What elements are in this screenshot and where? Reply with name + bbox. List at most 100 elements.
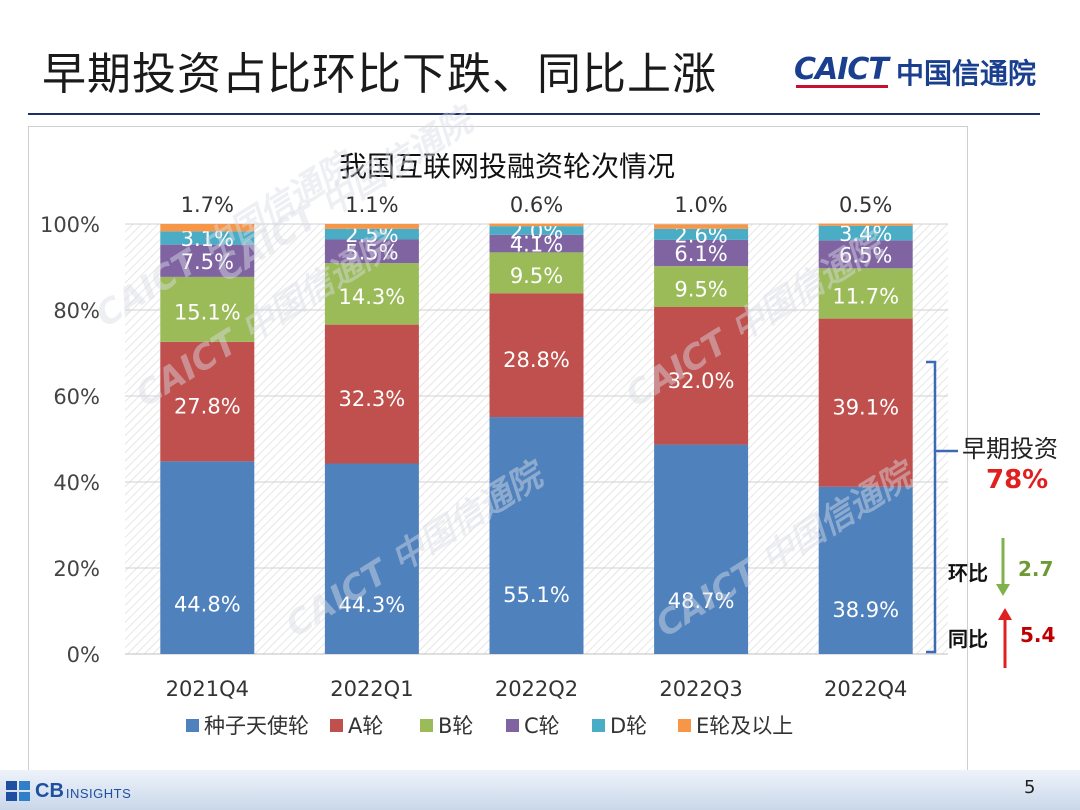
bar-segment bbox=[818, 486, 913, 654]
bar-segment bbox=[489, 293, 584, 418]
data-label: 7.5% bbox=[181, 250, 234, 274]
x-tick-label: 2022Q4 bbox=[824, 677, 907, 701]
legend-swatch bbox=[592, 719, 605, 732]
bar-segment bbox=[654, 224, 749, 229]
early-investment-label: 早期投资 bbox=[962, 435, 1058, 463]
data-label: 6.1% bbox=[674, 242, 727, 266]
data-label: 11.7% bbox=[832, 284, 899, 308]
y-tick-label: 20% bbox=[53, 557, 100, 581]
bar-segment bbox=[324, 228, 419, 240]
legend-swatch bbox=[330, 719, 343, 732]
bar-segment bbox=[654, 444, 749, 654]
data-label: 2.0% bbox=[510, 219, 563, 243]
data-label: 5.5% bbox=[345, 240, 398, 264]
data-label: 15.1% bbox=[174, 300, 241, 324]
y-tick-label: 0% bbox=[67, 643, 100, 667]
cb-logo-text: CB bbox=[35, 779, 64, 802]
data-label: 9.5% bbox=[510, 264, 563, 288]
mom-value: 2.7 bbox=[1018, 557, 1054, 581]
legend-swatch bbox=[678, 719, 691, 732]
bar-segment bbox=[654, 239, 749, 267]
bar-segment bbox=[818, 225, 913, 241]
caict-logo: CAICT bbox=[794, 52, 889, 87]
bar-segment bbox=[654, 306, 749, 445]
caict-logo-underline bbox=[796, 85, 888, 88]
data-label: 1.0% bbox=[674, 193, 727, 217]
data-label: 55.1% bbox=[503, 583, 570, 607]
bar-segment bbox=[489, 252, 584, 294]
bar-segment bbox=[489, 223, 584, 227]
bar-segment bbox=[160, 461, 255, 654]
y-tick-label: 80% bbox=[53, 299, 100, 323]
bar-segment bbox=[160, 341, 255, 462]
bar-segment bbox=[160, 244, 255, 277]
y-tick-label: 100% bbox=[40, 213, 100, 237]
data-label: 32.0% bbox=[668, 369, 735, 393]
data-label: 32.3% bbox=[339, 387, 406, 411]
page-title: 早期投资占比环比下跌、同比上涨 bbox=[42, 49, 717, 100]
bar-segment bbox=[160, 224, 255, 232]
legend-label: A轮 bbox=[348, 714, 383, 738]
data-label: 28.8% bbox=[503, 348, 570, 372]
mom-arrow-head bbox=[996, 584, 1010, 596]
legend-swatch bbox=[420, 719, 433, 732]
mom-label: 环比 bbox=[948, 561, 988, 585]
data-label: 27.8% bbox=[174, 395, 241, 419]
legend-swatch bbox=[506, 719, 519, 732]
cb-logo-insights: INSIGHTS bbox=[65, 785, 132, 801]
bar-segment bbox=[160, 231, 255, 245]
y-tick-label: 60% bbox=[53, 385, 100, 409]
legend-label: 种子天使轮 bbox=[204, 714, 309, 738]
bar-segment bbox=[818, 223, 913, 226]
data-label: 48.7% bbox=[668, 589, 735, 613]
bar-segment bbox=[818, 240, 913, 269]
yoy-label: 同比 bbox=[948, 627, 988, 651]
bar-segment bbox=[818, 318, 913, 487]
yoy-arrow-head bbox=[998, 608, 1012, 620]
x-tick-label: 2022Q2 bbox=[495, 677, 578, 701]
bar-segment bbox=[489, 226, 584, 235]
cb-logo-icon bbox=[6, 780, 32, 802]
chart-title: 我国互联网投融资轮次情况 bbox=[339, 150, 675, 183]
data-label: 39.1% bbox=[832, 396, 899, 420]
bar-segment bbox=[324, 324, 419, 464]
yoy-value: 5.4 bbox=[1020, 623, 1056, 647]
bar-segment bbox=[654, 228, 749, 240]
bar-segment bbox=[489, 417, 584, 654]
data-label: 3.4% bbox=[839, 222, 892, 246]
x-tick-label: 2022Q1 bbox=[330, 677, 413, 701]
y-tick-label: 40% bbox=[53, 471, 100, 495]
data-label: 6.5% bbox=[839, 243, 892, 267]
legend-swatch bbox=[186, 719, 199, 732]
legend-label: B轮 bbox=[438, 714, 473, 738]
bar-segment bbox=[489, 234, 584, 253]
bar-segment bbox=[160, 276, 255, 342]
bar-segment bbox=[324, 463, 419, 654]
data-label: 1.1% bbox=[345, 193, 398, 217]
bar-segment bbox=[324, 224, 419, 229]
data-label: 0.6% bbox=[510, 193, 563, 217]
bar-segment bbox=[654, 266, 749, 307]
bar-segment bbox=[818, 268, 913, 319]
footer-band bbox=[0, 770, 1080, 810]
page-number: 5 bbox=[1024, 777, 1036, 798]
cb-insights-logo: CB INSIGHTS bbox=[6, 779, 131, 803]
bar-segment bbox=[324, 263, 419, 325]
legend-label: D轮 bbox=[610, 714, 647, 738]
data-label: 44.3% bbox=[339, 593, 406, 617]
data-label: 9.5% bbox=[674, 278, 727, 302]
legend-label: E轮及以上 bbox=[696, 714, 793, 738]
data-label: 4.1% bbox=[510, 233, 563, 257]
data-label: 44.8% bbox=[174, 593, 241, 617]
legend-label: C轮 bbox=[524, 714, 560, 738]
data-label: 38.9% bbox=[832, 598, 899, 622]
bar-segment bbox=[324, 239, 419, 264]
x-tick-label: 2022Q3 bbox=[659, 677, 742, 701]
data-label: 14.3% bbox=[339, 285, 406, 309]
bracket bbox=[926, 360, 937, 654]
data-label: 0.5% bbox=[839, 193, 892, 217]
caict-logo-chinese: 中国信通院 bbox=[896, 57, 1037, 90]
x-tick-label: 2021Q4 bbox=[166, 677, 249, 701]
data-label: 1.7% bbox=[181, 193, 234, 217]
